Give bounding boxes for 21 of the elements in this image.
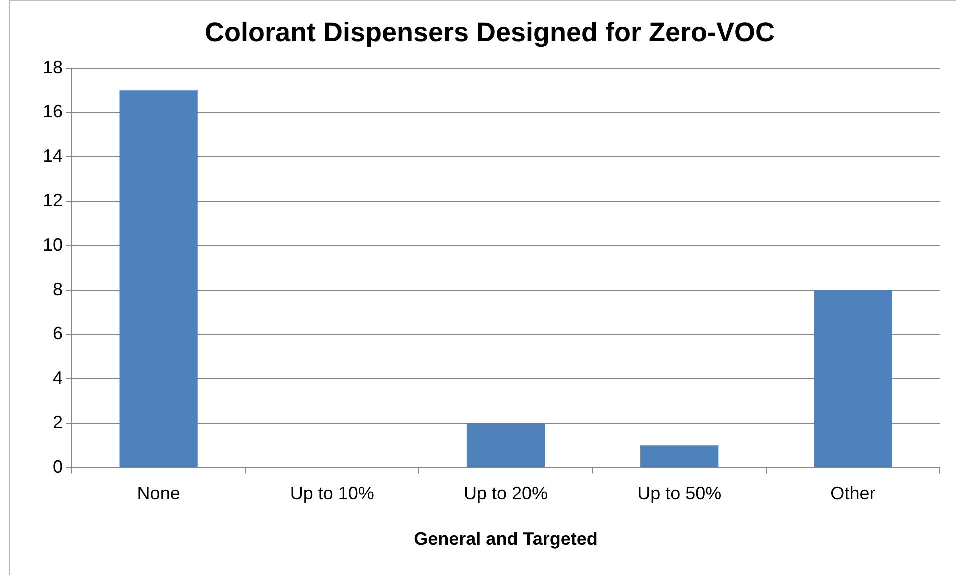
x-tick-label: None xyxy=(137,484,180,504)
y-tick-label: 4 xyxy=(53,368,64,388)
bar xyxy=(814,290,892,468)
y-tick-label: 0 xyxy=(53,456,64,477)
y-tick-label: 10 xyxy=(42,234,64,255)
y-tick-label: 14 xyxy=(42,146,64,166)
x-tick-label: Up to 10% xyxy=(290,484,374,504)
bar xyxy=(640,446,719,468)
bar xyxy=(120,90,198,468)
y-tick-label: 16 xyxy=(42,102,64,122)
y-tick-label: 8 xyxy=(53,279,64,300)
y-tick-label: 2 xyxy=(53,412,64,432)
x-axis-title: General and Targeted xyxy=(414,529,598,550)
y-tick-label: 12 xyxy=(42,190,64,210)
y-tick-label: 6 xyxy=(53,324,64,344)
x-tick-label: Other xyxy=(830,484,876,504)
y-tick-label: 18 xyxy=(42,57,64,78)
bar xyxy=(466,423,546,468)
x-tick-label: Up to 20% xyxy=(464,484,548,504)
x-tick-label: Up to 50% xyxy=(638,484,722,504)
chart-title: Colorant Dispensers Designed for Zero-VOC xyxy=(204,18,776,48)
